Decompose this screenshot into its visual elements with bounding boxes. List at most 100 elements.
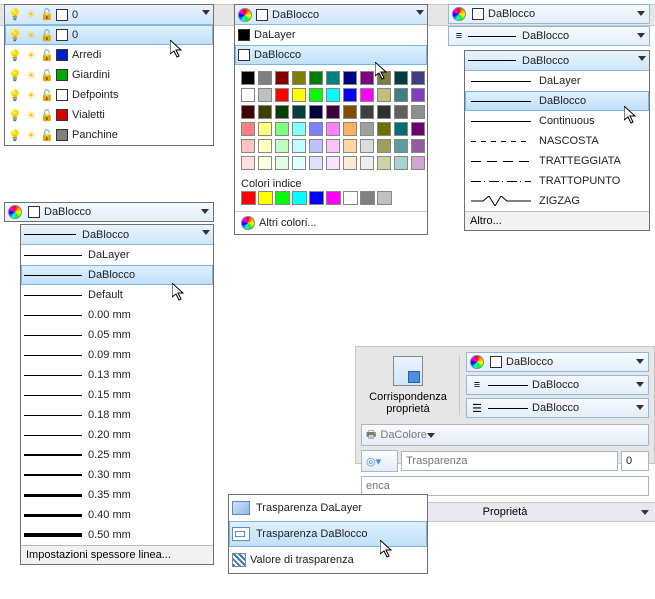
prop-color-dd[interactable]: DaBlocco	[466, 352, 649, 372]
linetype-item[interactable]: ZIGZAG	[465, 191, 649, 211]
transparency-menu-item[interactable]: Valore di trasparenza	[229, 547, 427, 573]
color-item[interactable]: DaLayer	[235, 25, 427, 45]
palette-cell[interactable]	[258, 139, 272, 153]
color-swatch[interactable]	[56, 109, 68, 121]
lineweight-item[interactable]: DaLayer	[21, 245, 213, 265]
lock-icon[interactable]: 🔓	[40, 108, 54, 122]
palette-cell[interactable]	[377, 156, 391, 170]
palette-cell[interactable]	[394, 71, 408, 85]
palette-cell[interactable]	[411, 105, 425, 119]
transparency-value[interactable]	[621, 451, 649, 471]
palette-cell[interactable]	[360, 88, 374, 102]
palette-cell[interactable]	[343, 88, 357, 102]
layer-row[interactable]: 💡 ☀ 🔓 Giardini	[5, 65, 213, 85]
linetype-item[interactable]: TRATTEGGIATA	[465, 151, 649, 171]
index-color-cell[interactable]	[258, 191, 273, 205]
transparency-button[interactable]: ◎▾	[361, 450, 398, 472]
palette-cell[interactable]	[292, 105, 306, 119]
bulb-icon[interactable]: 💡	[8, 88, 22, 102]
index-color-cell[interactable]	[275, 191, 290, 205]
linetype-item[interactable]: Continuous	[465, 111, 649, 131]
lineweight-dropdown[interactable]: DaBlocco DaLayerDaBloccoDefault0.00 mm0.…	[20, 224, 214, 565]
index-color-cell[interactable]	[292, 191, 307, 205]
palette-cell[interactable]	[326, 139, 340, 153]
palette-cell[interactable]	[275, 88, 289, 102]
lineweight-item[interactable]: 0.05 mm	[21, 325, 213, 345]
palette-cell[interactable]	[343, 71, 357, 85]
color-item[interactable]: DaBlocco	[235, 45, 427, 65]
palette-cell[interactable]	[411, 139, 425, 153]
palette-cell[interactable]	[309, 71, 323, 85]
prop-lt-dd[interactable]: ☰ DaBlocco	[466, 398, 649, 418]
palette-cell[interactable]	[275, 156, 289, 170]
palette-cell[interactable]	[377, 88, 391, 102]
search-input[interactable]	[361, 476, 649, 496]
layer-row[interactable]: 💡 ☀ 🔓 Arredi	[5, 45, 213, 65]
palette-cell[interactable]	[258, 88, 272, 102]
palette-cell[interactable]	[377, 71, 391, 85]
palette-cell[interactable]	[360, 156, 374, 170]
palette-cell[interactable]	[275, 71, 289, 85]
linetype-header-1[interactable]: DaBlocco	[448, 4, 650, 24]
lineweight-item[interactable]: 0.35 mm	[21, 485, 213, 505]
index-color-cell[interactable]	[360, 191, 375, 205]
lineweight-item[interactable]: 0.15 mm	[21, 385, 213, 405]
index-color-cell[interactable]	[241, 191, 256, 205]
color-swatch[interactable]	[56, 129, 68, 141]
palette-cell[interactable]	[241, 88, 255, 102]
layer-row[interactable]: 💡 ☀ 🔓 Panchine	[5, 125, 213, 145]
lineweight-footer[interactable]: Impostazioni spessore linea...	[21, 545, 213, 564]
layers-dropdown[interactable]: 💡 ☀ 🔓 0 💡 ☀ 🔓 0💡 ☀ 🔓 Arredi💡 ☀ 🔓 Giardin…	[4, 4, 214, 146]
palette-cell[interactable]	[394, 156, 408, 170]
palette-cell[interactable]	[309, 139, 323, 153]
match-properties-icon[interactable]	[393, 356, 423, 386]
color-palette[interactable]	[235, 65, 427, 176]
palette-cell[interactable]	[326, 156, 340, 170]
layers-header[interactable]: 💡 ☀ 🔓 0	[5, 5, 213, 25]
transparency-menu-item[interactable]: Trasparenza DaLayer	[229, 495, 427, 521]
linetype-more[interactable]: Altro...	[465, 211, 649, 230]
linetype-dd-header[interactable]: DaBlocco	[465, 51, 649, 71]
palette-cell[interactable]	[292, 156, 306, 170]
palette-cell[interactable]	[326, 105, 340, 119]
bulb-icon[interactable]: 💡	[8, 48, 22, 62]
palette-cell[interactable]	[292, 139, 306, 153]
sun-icon[interactable]: ☀	[24, 108, 38, 122]
palette-cell[interactable]	[275, 105, 289, 119]
palette-cell[interactable]	[241, 139, 255, 153]
palette-cell[interactable]	[275, 122, 289, 136]
palette-cell[interactable]	[360, 105, 374, 119]
palette-cell[interactable]	[360, 71, 374, 85]
palette-cell[interactable]	[394, 122, 408, 136]
lock-icon[interactable]: 🔓	[40, 28, 54, 42]
lock-icon[interactable]: 🔓	[40, 48, 54, 62]
palette-cell[interactable]	[343, 122, 357, 136]
layer-row[interactable]: 💡 ☀ 🔓 0	[5, 25, 213, 45]
palette-cell[interactable]	[377, 105, 391, 119]
lineweight-item[interactable]: 0.00 mm	[21, 305, 213, 325]
palette-cell[interactable]	[411, 122, 425, 136]
layer-row[interactable]: 💡 ☀ 🔓 Vialetti	[5, 105, 213, 125]
palette-cell[interactable]	[241, 122, 255, 136]
linetype-header-2[interactable]: ≡ DaBlocco	[448, 26, 650, 46]
transparency-input[interactable]	[401, 451, 618, 471]
sun-icon[interactable]: ☀	[24, 88, 38, 102]
palette-cell[interactable]	[241, 71, 255, 85]
palette-cell[interactable]	[343, 105, 357, 119]
palette-cell[interactable]	[360, 122, 374, 136]
color-swatch[interactable]	[56, 29, 68, 41]
palette-cell[interactable]	[292, 122, 306, 136]
lineweight-item[interactable]: 0.50 mm	[21, 525, 213, 545]
index-color-cell[interactable]	[326, 191, 341, 205]
lineweight-item[interactable]: 0.09 mm	[21, 345, 213, 365]
prop-lw-dd[interactable]: ≡ DaBlocco	[466, 375, 649, 395]
lineweight-item[interactable]: 0.13 mm	[21, 365, 213, 385]
palette-cell[interactable]	[343, 156, 357, 170]
linetype-item[interactable]: TRATTOPUNTO	[465, 171, 649, 191]
index-color-cell[interactable]	[377, 191, 392, 205]
index-color-cell[interactable]	[309, 191, 324, 205]
linetype-item[interactable]: NASCOSTA	[465, 131, 649, 151]
linetype-item[interactable]: DaLayer	[465, 71, 649, 91]
lineweight-header[interactable]: DaBlocco	[4, 202, 214, 222]
lock-icon[interactable]: 🔓	[40, 88, 54, 102]
